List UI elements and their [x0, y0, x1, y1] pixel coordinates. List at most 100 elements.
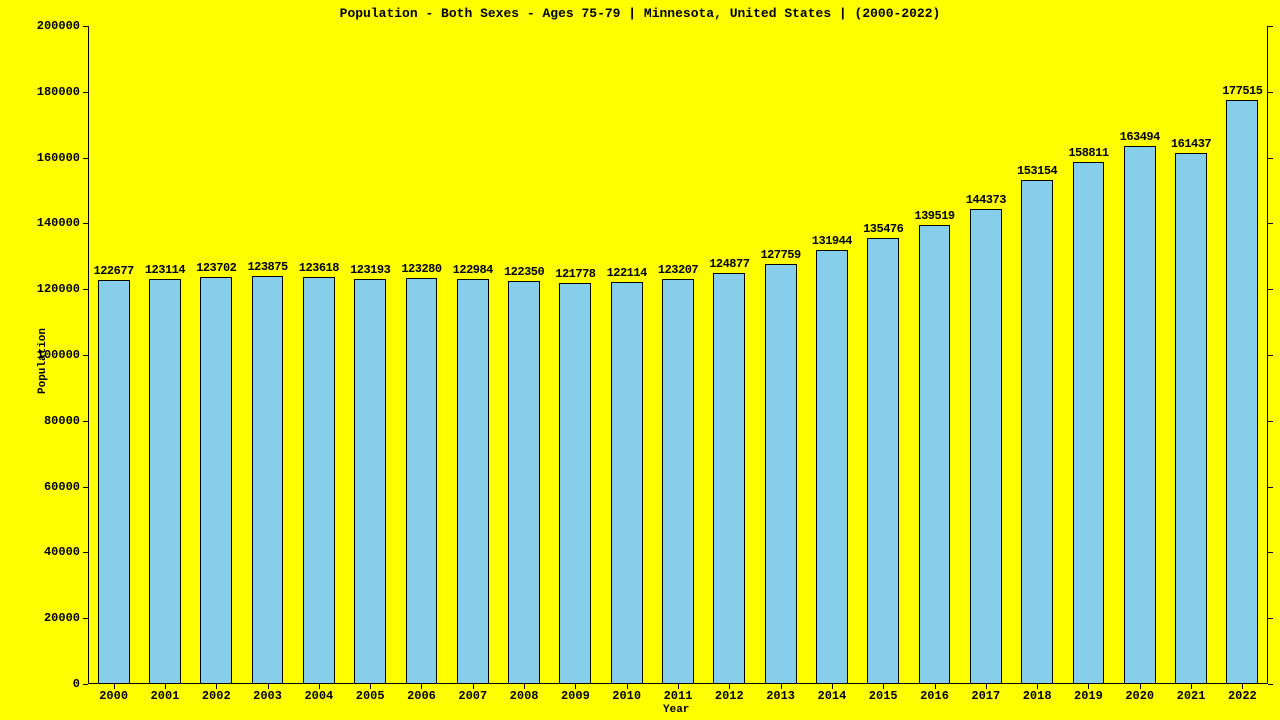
y-tick-mark: [83, 421, 88, 422]
x-tick-label: 2022: [1228, 689, 1257, 703]
bar-value-label: 158811: [1068, 146, 1108, 160]
y-tick-label: 180000: [0, 85, 80, 99]
chart-root: Population - Both Sexes - Ages 75-79 | M…: [0, 0, 1280, 720]
bar-value-label: 122984: [453, 263, 493, 277]
x-tick-label: 2012: [715, 689, 744, 703]
bar-value-label: 123207: [658, 263, 698, 277]
bar: [611, 282, 643, 684]
x-tick-mark: [627, 684, 628, 689]
y-tick-label: 20000: [0, 611, 80, 625]
bar: [1073, 162, 1105, 684]
x-tick-label: 2018: [1023, 689, 1052, 703]
x-tick-mark: [421, 684, 422, 689]
bar-value-label: 153154: [1017, 164, 1057, 178]
x-tick-label: 2021: [1177, 689, 1206, 703]
bar-value-label: 123280: [401, 262, 441, 276]
x-tick-label: 2008: [510, 689, 539, 703]
bar-value-label: 121778: [555, 267, 595, 281]
bar: [713, 273, 745, 684]
y-tick-label: 140000: [0, 216, 80, 230]
x-tick-mark: [935, 684, 936, 689]
x-tick-mark: [1037, 684, 1038, 689]
bar-value-label: 123702: [196, 261, 236, 275]
x-tick-label: 2020: [1125, 689, 1154, 703]
x-tick-mark: [1140, 684, 1141, 689]
x-tick-mark: [832, 684, 833, 689]
y-tick-mark: [83, 223, 88, 224]
x-tick-label: 2019: [1074, 689, 1103, 703]
y-tick-label: 60000: [0, 480, 80, 494]
y-tick-mark: [83, 158, 88, 159]
x-tick-label: 2005: [356, 689, 385, 703]
x-tick-label: 2016: [920, 689, 949, 703]
bar: [149, 279, 181, 684]
y-tick-mark: [83, 618, 88, 619]
x-tick-mark: [473, 684, 474, 689]
bar-value-label: 139519: [914, 209, 954, 223]
x-tick-mark: [524, 684, 525, 689]
bar: [919, 225, 951, 684]
y-tick-mark: [1268, 618, 1273, 619]
y-tick-mark: [1268, 289, 1273, 290]
bar-value-label: 144373: [966, 193, 1006, 207]
x-tick-label: 2003: [253, 689, 282, 703]
y-tick-mark: [1268, 552, 1273, 553]
x-tick-mark: [575, 684, 576, 689]
bar: [970, 209, 1002, 684]
bar-value-label: 163494: [1120, 130, 1160, 144]
bar: [1124, 146, 1156, 684]
x-tick-mark: [114, 684, 115, 689]
bar: [765, 264, 797, 684]
x-tick-mark: [883, 684, 884, 689]
y-tick-mark: [1268, 684, 1273, 685]
y-tick-mark: [1268, 421, 1273, 422]
bar-value-label: 122350: [504, 265, 544, 279]
bar: [662, 279, 694, 684]
x-tick-mark: [165, 684, 166, 689]
bar: [354, 279, 386, 684]
x-tick-label: 2006: [407, 689, 436, 703]
x-tick-mark: [986, 684, 987, 689]
bar: [559, 283, 591, 684]
y-tick-label: 80000: [0, 414, 80, 428]
y-tick-mark: [83, 684, 88, 685]
bar-value-label: 122114: [607, 266, 647, 280]
x-tick-mark: [216, 684, 217, 689]
bar-value-label: 177515: [1222, 84, 1262, 98]
y-tick-label: 0: [0, 677, 80, 691]
bar: [200, 277, 232, 684]
bar: [1021, 180, 1053, 684]
x-tick-mark: [370, 684, 371, 689]
y-tick-mark: [83, 26, 88, 27]
y-tick-label: 200000: [0, 19, 80, 33]
x-tick-label: 2002: [202, 689, 231, 703]
bar: [252, 276, 284, 684]
y-tick-label: 40000: [0, 545, 80, 559]
x-tick-mark: [319, 684, 320, 689]
bar-value-label: 135476: [863, 222, 903, 236]
y-tick-mark: [83, 289, 88, 290]
bar: [1226, 100, 1258, 684]
x-tick-mark: [729, 684, 730, 689]
bar-value-label: 123875: [247, 260, 287, 274]
bar: [816, 250, 848, 684]
bar: [303, 277, 335, 684]
bar-value-label: 123618: [299, 261, 339, 275]
y-tick-mark: [1268, 92, 1273, 93]
bar-value-label: 123193: [350, 263, 390, 277]
x-tick-label: 2001: [151, 689, 180, 703]
y-tick-mark: [1268, 355, 1273, 356]
x-tick-label: 2010: [612, 689, 641, 703]
x-tick-label: 2007: [458, 689, 487, 703]
x-tick-label: 2017: [971, 689, 1000, 703]
bar-value-label: 122677: [94, 264, 134, 278]
bar-value-label: 127759: [760, 248, 800, 262]
x-tick-label: 2013: [766, 689, 795, 703]
x-tick-label: 2004: [304, 689, 333, 703]
y-tick-label: 100000: [0, 348, 80, 362]
y-tick-mark: [83, 92, 88, 93]
x-tick-mark: [678, 684, 679, 689]
y-tick-mark: [1268, 158, 1273, 159]
x-tick-label: 2000: [99, 689, 128, 703]
chart-title: Population - Both Sexes - Ages 75-79 | M…: [0, 6, 1280, 21]
